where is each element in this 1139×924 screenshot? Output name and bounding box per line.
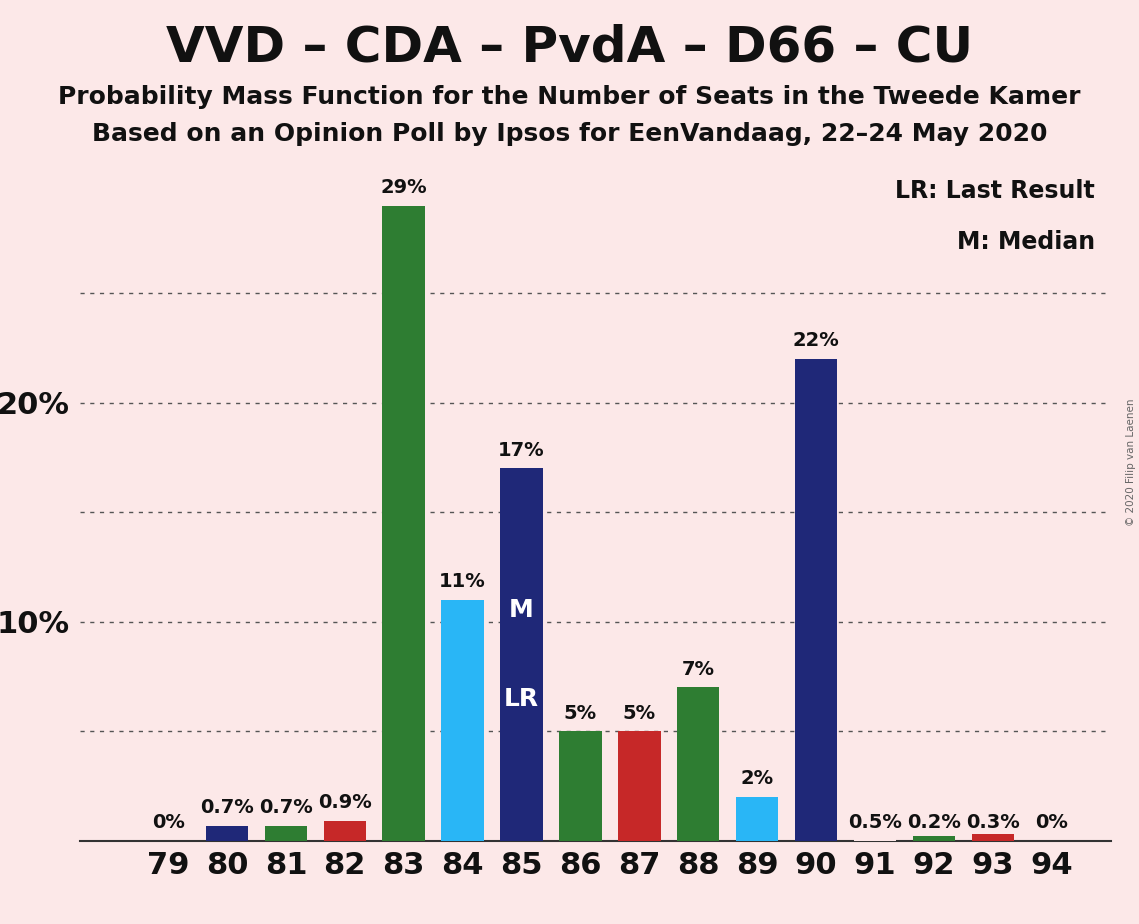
Text: 29%: 29% xyxy=(380,177,427,197)
Text: M: M xyxy=(509,598,534,622)
Text: 22%: 22% xyxy=(793,331,839,350)
Text: 2%: 2% xyxy=(740,770,773,788)
Text: 7%: 7% xyxy=(682,660,714,679)
Bar xyxy=(442,600,484,841)
Text: M: Median: M: Median xyxy=(957,230,1095,253)
Text: © 2020 Filip van Laenen: © 2020 Filip van Laenen xyxy=(1126,398,1136,526)
Bar xyxy=(736,797,778,841)
Text: Probability Mass Function for the Number of Seats in the Tweede Kamer: Probability Mass Function for the Number… xyxy=(58,85,1081,109)
Text: 0%: 0% xyxy=(151,813,185,833)
Text: 0.9%: 0.9% xyxy=(318,794,371,812)
Bar xyxy=(618,731,661,841)
Bar xyxy=(500,468,542,841)
Bar xyxy=(972,834,1014,841)
Text: 0.3%: 0.3% xyxy=(966,813,1019,833)
Text: LR: Last Result: LR: Last Result xyxy=(895,178,1095,202)
Bar xyxy=(912,836,954,841)
Text: 5%: 5% xyxy=(564,703,597,723)
Text: 0%: 0% xyxy=(1035,813,1068,833)
Bar xyxy=(383,205,425,841)
Bar xyxy=(559,731,601,841)
Text: 0.7%: 0.7% xyxy=(259,797,313,817)
Text: 0.5%: 0.5% xyxy=(847,813,902,833)
Bar xyxy=(854,830,896,841)
Bar xyxy=(795,359,837,841)
Text: 17%: 17% xyxy=(498,441,544,459)
Bar xyxy=(264,825,308,841)
Text: 11%: 11% xyxy=(440,572,486,591)
Text: LR: LR xyxy=(503,687,539,711)
Text: VVD – CDA – PvdA – D66 – CU: VVD – CDA – PvdA – D66 – CU xyxy=(166,23,973,71)
Text: Based on an Opinion Poll by Ipsos for EenVandaag, 22–24 May 2020: Based on an Opinion Poll by Ipsos for Ee… xyxy=(92,122,1047,146)
Bar xyxy=(323,821,366,841)
Text: 5%: 5% xyxy=(623,703,656,723)
Bar xyxy=(206,825,248,841)
Bar xyxy=(677,687,720,841)
Text: 0.7%: 0.7% xyxy=(200,797,254,817)
Text: 0.2%: 0.2% xyxy=(907,813,961,833)
